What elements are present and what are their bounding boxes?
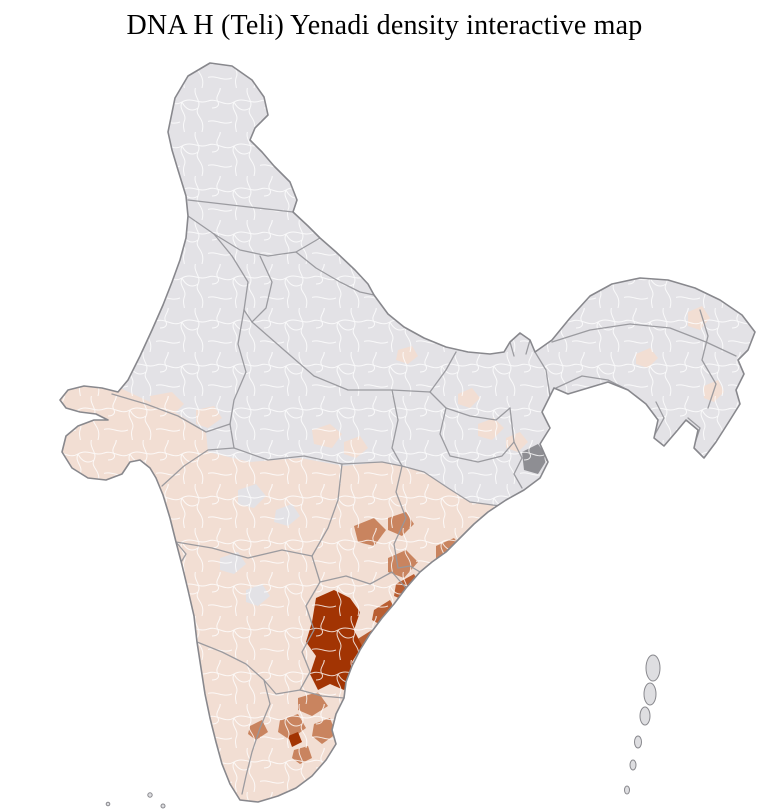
andaman-island[interactable] [629,759,637,771]
andaman-island[interactable] [645,654,661,682]
country-outline [59,62,756,803]
lakshadweep-island[interactable] [160,803,166,809]
andaman-island[interactable] [624,785,630,795]
page-title: DNA H (Teli) Yenadi density interactive … [126,10,643,41]
andaman-islands[interactable] [624,654,661,795]
andaman-island[interactable] [643,682,657,706]
lakshadweep-island[interactable] [147,792,153,798]
lakshadweep-island[interactable] [105,801,111,807]
andaman-island[interactable] [634,735,642,749]
andaman-island[interactable] [639,706,651,726]
state-boundaries [111,199,737,795]
lakshadweep-islands[interactable] [105,792,166,809]
